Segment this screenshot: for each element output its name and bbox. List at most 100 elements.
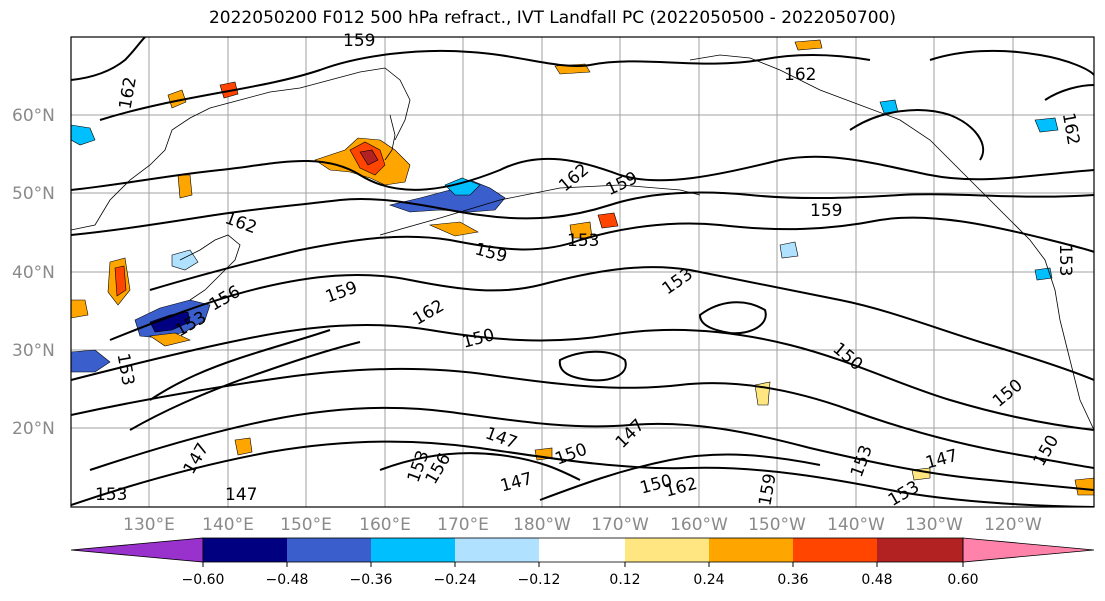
colorbar-ticks — [202, 562, 964, 567]
lon-label: 150°E — [280, 515, 332, 535]
warm-patch-e3 — [234, 437, 253, 456]
lon-label: 180°W — [513, 515, 571, 535]
coastline-aleutians — [379, 184, 701, 236]
contour-line — [71, 440, 1094, 507]
lat-label: 20°N — [12, 419, 55, 439]
colorbar-segment — [877, 538, 963, 562]
cool-patch-e2 — [1034, 117, 1059, 133]
contour-label: 153 — [95, 485, 127, 505]
warm-patch-w3 — [177, 174, 193, 199]
contour-line — [379, 452, 581, 481]
lon-label: 170°W — [591, 515, 649, 535]
warm-patch-1 — [167, 89, 187, 109]
contour-line — [71, 367, 1094, 469]
contour-label: 153 — [1055, 244, 1075, 276]
colorbar-tick-label: −0.12 — [517, 572, 561, 588]
lon-label: 130°E — [123, 515, 175, 535]
contour-line — [698, 301, 767, 335]
contour-label: 159 — [343, 31, 375, 51]
contour-line — [71, 191, 1094, 236]
contour-line — [539, 453, 821, 501]
lon-label: 160°E — [359, 515, 411, 535]
coastline-alaska — [689, 54, 1094, 431]
colorbar — [70, 537, 1095, 567]
contour-line — [71, 323, 1094, 431]
contour-line — [109, 266, 1094, 381]
lon-label: 160°W — [670, 515, 728, 535]
map-title: 2022050200 F012 500 hPa refract., IVT La… — [208, 8, 896, 28]
warm-patch-6 — [149, 332, 191, 347]
contour-label: 147 — [225, 485, 257, 505]
coastline-asia — [71, 67, 411, 231]
map-frame — [70, 36, 1095, 508]
lon-label: 130°W — [905, 515, 963, 535]
coastline-kamchatka — [384, 114, 396, 161]
contour-line — [71, 37, 146, 81]
map-plot-area: 159 162 162 162 159 159 153 159 153 162 … — [70, 31, 1095, 511]
contour-line — [149, 216, 1094, 291]
colorbar-tick-label: −0.60 — [181, 572, 225, 588]
contour-line — [1044, 84, 1094, 101]
contour-line — [89, 406, 1094, 491]
warm-patch-3 — [794, 39, 823, 51]
lon-label: 140°E — [202, 515, 254, 535]
contour-label: 153 — [567, 231, 599, 251]
colorbar-tick-label: 0.36 — [777, 572, 809, 588]
colorbar-tick-label: 0.12 — [609, 572, 641, 588]
lon-label: 140°W — [827, 515, 885, 535]
lon-label: 120°W — [984, 515, 1042, 535]
hot-patch-w1 — [114, 265, 127, 297]
colorbar-segment — [287, 538, 371, 562]
lat-label: 50°N — [12, 184, 55, 204]
height-contours — [71, 37, 1094, 507]
lon-label: 150°W — [748, 515, 806, 535]
cool-patch-e4 — [1034, 267, 1053, 281]
colorbar-segment — [371, 538, 455, 562]
colorbar-tick-label: 0.60 — [947, 572, 979, 588]
colorbar-segment — [539, 538, 625, 562]
contour-line — [558, 350, 627, 382]
colorbar-extend-max — [962, 537, 1095, 563]
colorbar-tick-label: 0.24 — [693, 572, 725, 588]
contour-label: 162 — [784, 65, 816, 85]
cool-patch-asia — [171, 249, 199, 271]
warm-patch-5 — [569, 221, 593, 239]
lat-label: 30°N — [12, 341, 55, 361]
colorbar-tick-label: −0.24 — [433, 572, 477, 588]
cool-light-patch — [444, 177, 481, 196]
colorbar-tick-label: −0.48 — [265, 572, 309, 588]
cold-core-patch — [149, 311, 191, 333]
warm-patch-4 — [428, 221, 479, 237]
cool-patch-sw — [71, 349, 111, 373]
lat-label: 60°N — [12, 106, 55, 126]
contour-line — [71, 155, 1094, 191]
shaded-anomalies — [71, 39, 1094, 496]
contour-line — [129, 341, 361, 431]
graticule — [71, 37, 1094, 507]
colorbar-frame — [202, 537, 964, 563]
lon-label: 170°E — [437, 515, 489, 535]
contour-label: 159 — [810, 201, 842, 221]
colorbar-tick-label: 0.48 — [861, 572, 893, 588]
colorbar-segment — [203, 538, 287, 562]
contour-line — [149, 329, 331, 401]
coastline-japan — [179, 234, 241, 301]
colorbar-segment — [709, 538, 793, 562]
colorbar-tick-label: −0.36 — [349, 572, 393, 588]
contour-line — [849, 109, 985, 161]
colorbar-segment — [793, 538, 877, 562]
warm-patch-w2 — [71, 299, 89, 319]
contour-line — [929, 49, 1094, 76]
hot-core-patch — [359, 149, 379, 166]
colorbar-extend-min — [70, 537, 204, 563]
colorbar-segment — [625, 538, 709, 562]
cool-patch-e3 — [779, 241, 799, 259]
contour-line — [99, 49, 871, 121]
colorbar-segment — [455, 538, 539, 562]
coastlines — [71, 54, 1094, 431]
warm-patch-e1 — [1074, 477, 1094, 496]
lat-label: 40°N — [12, 263, 55, 283]
cool-patch-nw — [71, 124, 96, 146]
hot-patch-5 — [597, 212, 619, 229]
